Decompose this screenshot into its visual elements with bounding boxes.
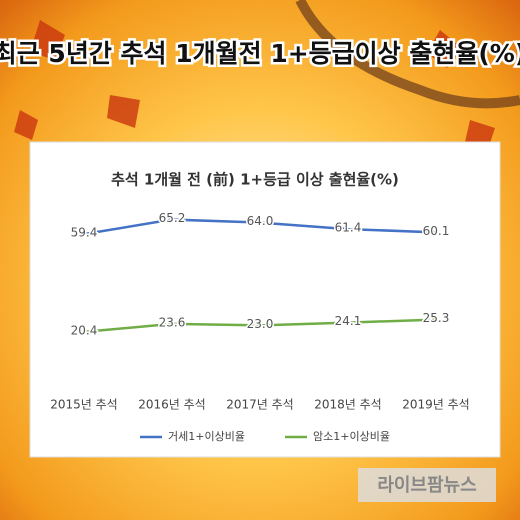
chart-title: 추석 1개월 전 (前) 1+등급 이상 출현율(%) <box>111 171 399 189</box>
branch <box>295 0 520 109</box>
x-tick-label: 2018년 추석 <box>314 398 381 412</box>
legend-label: 거세1+이상비율 <box>168 430 245 443</box>
data-label: 25.3 <box>423 311 450 325</box>
data-label: 24.1 <box>335 314 362 328</box>
series-line <box>83 318 437 334</box>
data-label: 23.0 <box>247 317 274 331</box>
data-label: 61.4 <box>335 221 362 235</box>
data-label: 65.2 <box>159 211 186 225</box>
x-tick-label: 2017년 추석 <box>226 398 293 412</box>
watermark: 라이브팜뉴스 <box>377 475 476 496</box>
data-label: 64.0 <box>247 214 274 228</box>
data-label: 59.4 <box>71 226 98 240</box>
data-label: 60.1 <box>423 224 450 238</box>
watermark-box <box>358 468 496 502</box>
plot: 2015년 추석 2016년 추석 2017년 추석 2018년 추석 2019년 추석… <box>50 210 469 443</box>
x-tick-label: 2019년 추석 <box>402 398 469 412</box>
data-label: 20.4 <box>71 323 98 337</box>
legend-label: 암소1+이상비율 <box>313 430 390 443</box>
x-tick-label: 2016년 추석 <box>138 398 205 412</box>
x-tick-label: 2015년 추석 <box>50 398 117 412</box>
data-label: 23.6 <box>159 315 186 329</box>
leaves <box>14 20 495 152</box>
page-title: 최근 5년간 추석 1개월전 1+등급이상 출현율(%) <box>0 39 520 68</box>
chart-box <box>29 141 501 458</box>
series-line <box>83 218 437 236</box>
